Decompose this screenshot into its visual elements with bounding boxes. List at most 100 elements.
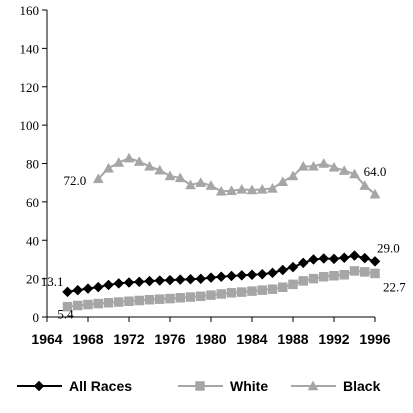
data-point — [92, 281, 104, 293]
data-point — [93, 298, 103, 309]
data-point — [123, 277, 135, 288]
data-point — [215, 185, 227, 196]
legend-marker — [307, 380, 319, 391]
data-point — [256, 183, 268, 194]
x-tick-label: 1984 — [236, 331, 267, 347]
data-point — [329, 270, 339, 281]
data-point — [205, 180, 217, 190]
data-point — [297, 257, 309, 269]
data-point — [318, 253, 330, 264]
data-label: 64.0 — [364, 164, 387, 179]
data-point — [144, 160, 155, 171]
x-tick-label: 1976 — [154, 331, 185, 347]
y-tick-label: 60 — [26, 195, 39, 210]
y-tick-label: 160 — [20, 3, 40, 18]
data-point — [92, 173, 104, 184]
data-point — [236, 270, 248, 281]
legend-label: White — [230, 378, 268, 394]
data-point — [83, 299, 93, 310]
data-point — [175, 293, 185, 303]
data-point — [103, 279, 114, 291]
data-point — [216, 289, 226, 299]
data-point — [82, 283, 94, 294]
data-point — [124, 296, 134, 307]
data-point — [73, 300, 83, 311]
data-point — [185, 292, 196, 302]
legend-marker — [195, 381, 205, 391]
data-point — [287, 261, 299, 273]
y-tick-label: 140 — [20, 41, 40, 56]
data-point — [246, 184, 258, 195]
data-point — [165, 293, 175, 304]
data-point — [246, 269, 258, 281]
data-point — [359, 180, 371, 190]
y-tick-label: 20 — [26, 272, 39, 287]
data-point — [113, 157, 125, 167]
data-label: 29.0 — [377, 240, 400, 255]
data-label: 72.0 — [64, 173, 87, 188]
data-point — [318, 157, 330, 168]
data-point — [369, 256, 381, 267]
data-point — [144, 275, 155, 287]
data-point — [144, 294, 155, 305]
data-point — [215, 271, 227, 283]
data-point — [308, 160, 319, 171]
data-point — [267, 267, 278, 279]
data-point — [277, 264, 289, 276]
data-label: 5.4 — [57, 307, 74, 322]
data-point — [226, 185, 237, 195]
data-point — [205, 272, 217, 284]
legend-item-all-races: All Races — [17, 378, 132, 394]
data-point — [195, 177, 207, 187]
legend-item-white: White — [178, 378, 268, 394]
data-point — [236, 183, 248, 194]
data-point — [257, 285, 267, 295]
y-tick-label: 0 — [33, 310, 40, 325]
y-tick-label: 40 — [26, 233, 39, 248]
data-point — [338, 252, 350, 264]
data-point — [134, 295, 144, 306]
data-labels: 13.1 29.0 5.4 22.7 72.0 64.0 — [41, 164, 407, 321]
data-point — [359, 252, 371, 264]
data-point — [226, 288, 237, 298]
legend-label: Black — [343, 378, 381, 394]
legend: All Races White Black — [17, 378, 381, 394]
data-point — [72, 284, 84, 296]
data-point — [174, 274, 186, 285]
y-tick-label: 100 — [20, 118, 40, 133]
data-point — [267, 182, 278, 193]
data-point — [154, 164, 166, 175]
data-point — [349, 168, 360, 179]
data-point — [185, 179, 196, 190]
data-point — [349, 266, 360, 276]
data-point — [185, 273, 196, 285]
x-tick-label: 1992 — [318, 331, 349, 347]
series-layer — [62, 152, 381, 312]
data-point — [288, 279, 298, 290]
data-point — [113, 278, 125, 289]
data-point — [328, 253, 340, 265]
data-point — [206, 290, 216, 300]
data-point — [62, 286, 73, 298]
data-point — [338, 165, 350, 175]
data-point — [287, 170, 299, 181]
axes: 0 20 40 60 80 100 120 140 160 1964 1968 1972 1976 198… — [20, 3, 391, 347]
x-tick-label: 1996 — [359, 331, 390, 347]
data-point — [114, 297, 124, 307]
legend-item-black: Black — [291, 378, 381, 394]
x-tick-label: 1972 — [113, 331, 144, 347]
data-point — [308, 254, 319, 265]
series-black — [92, 152, 381, 199]
data-point — [339, 270, 349, 280]
data-point — [267, 284, 278, 294]
x-tick-label: 1988 — [277, 331, 308, 347]
data-point — [62, 301, 73, 312]
data-point — [123, 152, 135, 163]
data-point — [103, 298, 114, 308]
data-point — [369, 188, 381, 199]
data-point — [308, 273, 319, 284]
data-point — [174, 172, 186, 183]
series-line — [97, 157, 376, 195]
data-point — [328, 161, 340, 172]
